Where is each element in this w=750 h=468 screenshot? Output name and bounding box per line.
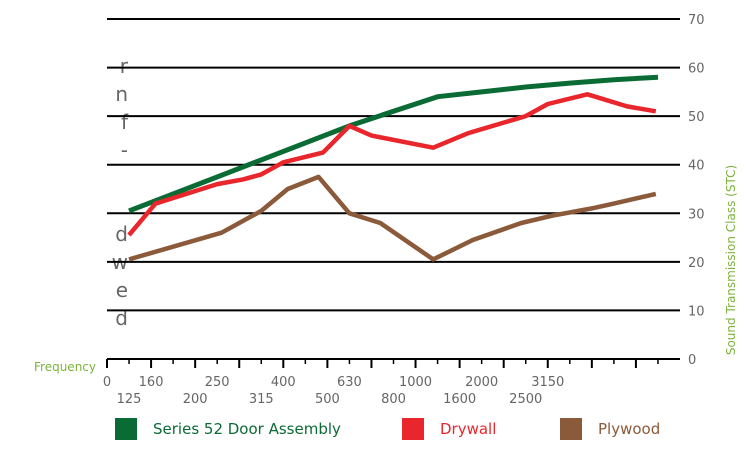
x-tick-label: 0 xyxy=(103,375,111,390)
legend-swatch xyxy=(402,418,424,440)
left-text-line: r xyxy=(119,54,128,78)
x-tick-label: 500 xyxy=(315,392,340,407)
x-tick-label: 2500 xyxy=(509,392,542,407)
series-line-drywall xyxy=(127,92,657,237)
legend-item-drywall: Drywall xyxy=(402,415,496,443)
x-tick-label: 1000 xyxy=(399,375,432,390)
legend-item-plywood: Plywood xyxy=(560,415,660,443)
legend: Series 52 Door Assembly Drywall Plywood xyxy=(0,415,750,443)
left-text-line: d xyxy=(115,306,128,330)
y-axis: 0 10 20 30 40 50 60 70 xyxy=(688,13,705,368)
y-tick-label: 60 xyxy=(688,62,705,77)
legend-label: Plywood xyxy=(598,420,661,438)
left-text-line: e xyxy=(115,278,128,302)
y-tick-label: 0 xyxy=(688,353,696,368)
x-tick-label: 160 xyxy=(139,375,164,390)
grid-lines xyxy=(107,18,680,360)
x-tick-label: 630 xyxy=(337,375,362,390)
legend-swatch xyxy=(115,418,137,440)
x-tick-label: 315 xyxy=(249,392,274,407)
x-tick-label: 800 xyxy=(381,392,406,407)
y-tick-label: 50 xyxy=(688,110,705,125)
x-tick-label: 3150 xyxy=(531,375,564,390)
left-text-line: d xyxy=(115,222,128,246)
x-tick-label: 125 xyxy=(117,392,142,407)
series-lines xyxy=(127,74,659,262)
y-tick-label: 20 xyxy=(688,256,705,271)
y-tick-label: 40 xyxy=(688,159,705,174)
left-text-line: f xyxy=(120,110,128,134)
x-axis: 0 160 250 400 630 1000 2000 3150 125 200 315 500 800… xyxy=(103,359,659,407)
x-tick-label: 250 xyxy=(205,375,230,390)
y-tick-label: 30 xyxy=(688,207,705,222)
legend-swatch xyxy=(560,418,582,440)
x-tick-label: 2000 xyxy=(465,375,498,390)
x-tick-label: 400 xyxy=(271,375,296,390)
series-line-plywood xyxy=(128,174,657,262)
legend-label: Series 52 Door Assembly xyxy=(153,420,341,438)
series-line-series-52-door-assembly xyxy=(128,74,659,214)
y-tick-label: 70 xyxy=(688,13,705,28)
x-axis-label: Frequency xyxy=(34,360,96,374)
y-tick-label: 10 xyxy=(688,304,705,319)
legend-item-series-52-door-assembly: Series 52 Door Assembly xyxy=(115,415,341,443)
legend-label: Drywall xyxy=(440,420,497,438)
left-text-line: n xyxy=(115,82,128,106)
x-tick-label: 200 xyxy=(183,392,208,407)
x-tick-label: 1600 xyxy=(443,392,476,407)
left-text-line: - xyxy=(120,138,128,162)
y-axis-label: Sound Transmission Class (STC) xyxy=(724,165,738,355)
